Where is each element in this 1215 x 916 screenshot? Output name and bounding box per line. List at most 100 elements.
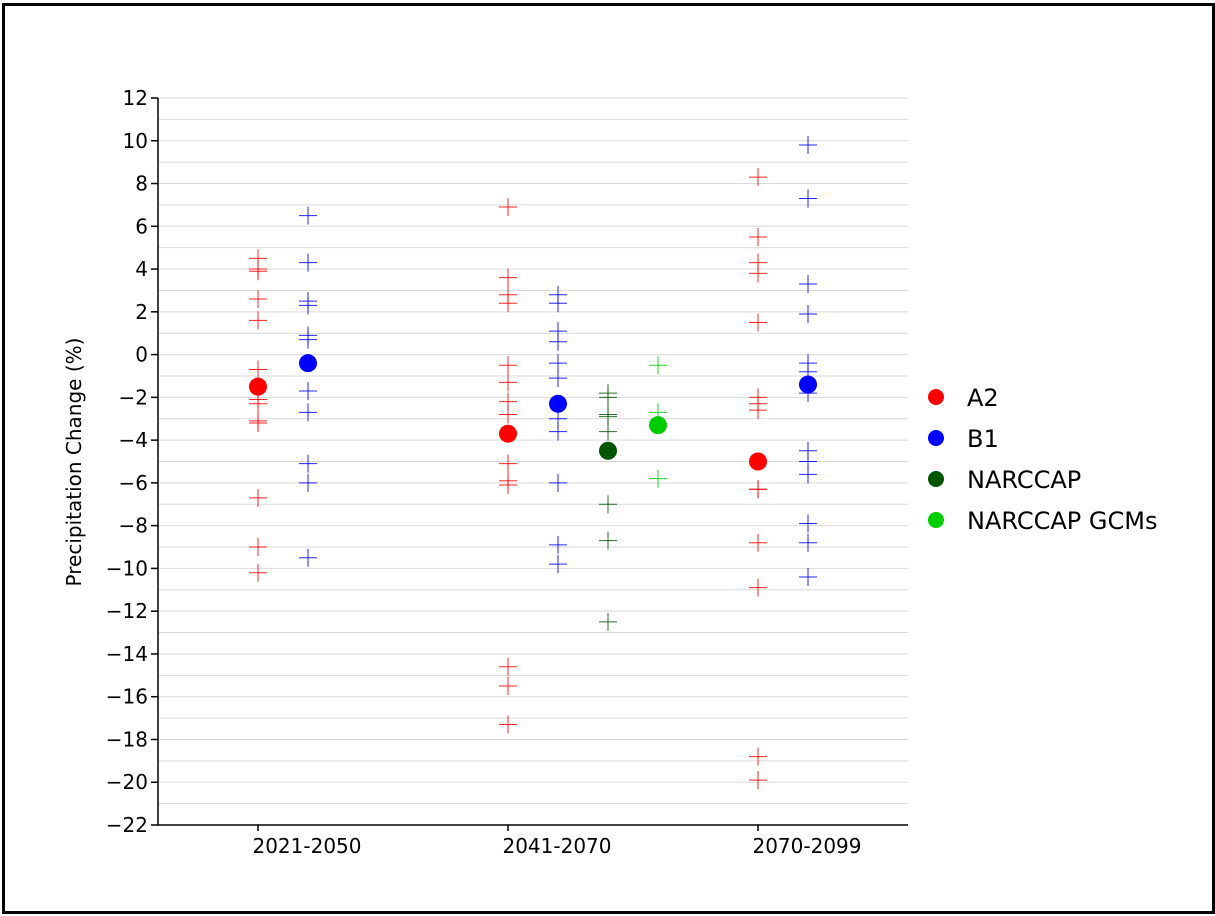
member-marker <box>599 612 617 631</box>
member-marker <box>249 262 267 281</box>
member-marker <box>799 275 817 294</box>
member-marker <box>549 473 567 492</box>
member-marker <box>499 677 517 696</box>
gridlines <box>158 97 908 805</box>
y-tick-label: −6 <box>119 471 148 495</box>
mean-marker <box>799 375 817 394</box>
y-tick-label: −16 <box>106 685 148 709</box>
member-marker <box>599 495 617 514</box>
y-tick-label: −18 <box>106 727 148 751</box>
member-marker <box>499 657 517 676</box>
member-marker <box>299 548 317 567</box>
member-marker <box>749 480 767 499</box>
member-marker <box>549 369 567 388</box>
y-tick-label: −8 <box>119 514 148 538</box>
member-marker <box>649 469 667 488</box>
legend-label: NARCCAP GCMs <box>967 507 1157 535</box>
member-marker <box>299 253 317 272</box>
member-marker <box>499 356 517 375</box>
member-marker <box>299 403 317 422</box>
mean-marker <box>499 424 517 443</box>
member-marker <box>799 136 817 155</box>
member-marker <box>499 715 517 734</box>
member-marker <box>749 227 767 246</box>
y-tick-label: −4 <box>119 428 148 452</box>
member-marker <box>249 289 267 308</box>
x-tick-label: 2041-2070 <box>502 834 611 858</box>
member-marker <box>549 535 567 554</box>
member-marker <box>799 533 817 552</box>
member-marker <box>749 401 767 420</box>
mean-marker <box>299 354 317 373</box>
member-marker <box>749 313 767 332</box>
mean-marker <box>249 377 267 396</box>
member-marker <box>799 304 817 323</box>
legend-marker <box>928 471 944 487</box>
member-marker <box>299 206 317 225</box>
member-marker <box>249 414 267 433</box>
legend-label: NARCCAP <box>967 466 1081 494</box>
x-tick-label: 2021-2050 <box>252 834 361 858</box>
mean-marker <box>649 416 667 435</box>
member-marker <box>249 360 267 379</box>
axes: −22−20−18−16−14−12−10−8−6−4−202468101220… <box>106 86 908 858</box>
y-tick-label: −20 <box>106 770 148 794</box>
y-tick-label: 6 <box>135 214 148 238</box>
y-tick-label: −2 <box>119 385 148 409</box>
y-tick-label: −10 <box>106 556 148 580</box>
member-marker <box>649 356 667 375</box>
member-marker <box>599 422 617 441</box>
member-marker <box>799 465 817 484</box>
member-marker <box>549 422 567 441</box>
y-tick-label: −14 <box>106 642 148 666</box>
y-tick-label: 10 <box>123 129 148 153</box>
member-marker <box>799 189 817 208</box>
member-marker <box>599 531 617 550</box>
member-marker <box>499 198 517 217</box>
member-marker <box>749 533 767 552</box>
y-tick-label: 12 <box>123 86 148 110</box>
y-tick-label: 2 <box>135 300 148 324</box>
member-marker <box>749 578 767 597</box>
member-marker <box>549 294 567 313</box>
member-marker <box>299 473 317 492</box>
legend: A2 B1 NARCCAP NARCCAP GCMs <box>928 384 1157 535</box>
member-marker <box>549 332 567 351</box>
member-marker <box>249 311 267 330</box>
y-tick-label: 0 <box>135 343 148 367</box>
member-marker <box>799 567 817 586</box>
legend-marker <box>928 512 944 528</box>
member-marker <box>749 168 767 187</box>
legend-marker <box>928 430 944 446</box>
member-marker <box>249 394 267 413</box>
member-marker <box>299 330 317 349</box>
y-tick-label: 4 <box>135 257 148 281</box>
legend-label: A2 <box>967 384 999 412</box>
member-marker <box>249 563 267 582</box>
member-marker <box>299 296 317 315</box>
y-tick-label: 8 <box>135 172 148 196</box>
member-marker <box>499 294 517 313</box>
y-tick-label: −12 <box>106 599 148 623</box>
member-marker <box>499 268 517 287</box>
x-tick-label: 2070-2099 <box>752 834 861 858</box>
member-marker <box>749 771 767 790</box>
y-axis-title: Precipitation Change (%) <box>62 338 86 587</box>
member-marker <box>749 264 767 283</box>
member-marker <box>499 476 517 495</box>
data-marks <box>249 136 817 790</box>
member-marker <box>499 373 517 392</box>
member-marker <box>499 454 517 473</box>
member-marker <box>799 514 817 533</box>
legend-label: B1 <box>967 425 999 453</box>
member-marker <box>249 538 267 557</box>
member-marker <box>749 747 767 766</box>
member-marker <box>299 454 317 473</box>
member-marker <box>499 405 517 424</box>
member-marker <box>599 388 617 407</box>
mean-marker <box>549 394 567 413</box>
mean-marker <box>749 452 767 471</box>
member-marker <box>549 555 567 574</box>
mean-marker <box>599 441 617 460</box>
